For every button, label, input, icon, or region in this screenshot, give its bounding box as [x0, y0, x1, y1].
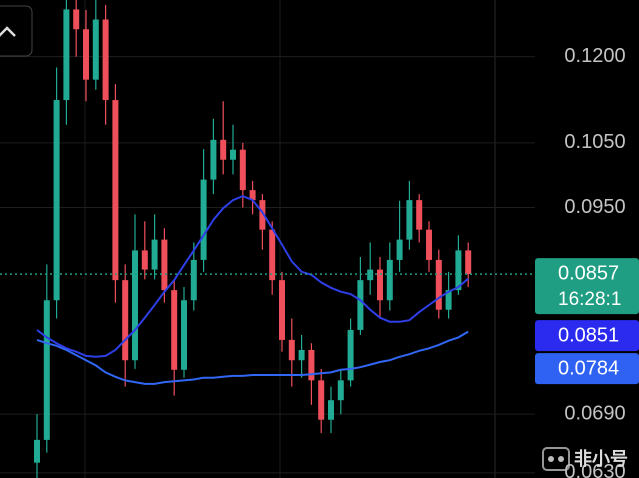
candle-body: [141, 250, 148, 270]
candle-body: [308, 349, 315, 381]
candle-body: [83, 29, 89, 80]
watermark-logo-dot: [558, 456, 564, 462]
candle-body: [53, 100, 60, 301]
candle-body: [73, 9, 80, 30]
candle-body: [318, 380, 325, 420]
candle-body: [298, 349, 305, 361]
last-price-box: [535, 258, 639, 315]
candle-body: [426, 229, 432, 260]
candle-body: [239, 149, 246, 191]
watermark-logo: [542, 447, 570, 471]
candle-body: [396, 239, 403, 260]
ma-value-box: [535, 353, 639, 385]
candle-body: [220, 139, 227, 160]
candle-body: [102, 19, 109, 101]
candle-body: [112, 100, 119, 281]
candle-body: [151, 239, 158, 270]
ma-value-box: [535, 320, 639, 352]
candle-body: [63, 9, 70, 101]
watermark: 非小号: [542, 447, 628, 471]
candle-body: [337, 380, 344, 401]
candle-body: [347, 329, 354, 381]
candle-body: [416, 200, 423, 230]
candle-body: [445, 290, 452, 310]
chevron-up-icon[interactable]: [0, 26, 16, 37]
collapse-button[interactable]: [0, 5, 33, 57]
candle-body: [200, 179, 207, 260]
ma-value-label: 0.0851: [558, 324, 619, 346]
candle-body: [279, 280, 285, 340]
candle-body: [122, 280, 129, 361]
last-price-label: 0.0857: [558, 262, 619, 284]
collapse-button-frame[interactable]: [0, 5, 33, 57]
candle-body: [230, 149, 236, 160]
candle-body: [43, 300, 50, 440]
countdown-label: 16:28:1: [558, 289, 621, 310]
candle-body: [161, 239, 168, 291]
moving-average-line: [36, 330, 469, 385]
moving-average-line: [36, 195, 469, 358]
candle-body: [181, 300, 187, 370]
grid: [0, 56, 535, 474]
candle-body: [406, 200, 413, 240]
candle-body: [249, 190, 256, 201]
candle-body: [269, 229, 276, 281]
candle-body: [259, 200, 266, 230]
y-tick-label: 0.1050: [564, 131, 625, 153]
candle-body: [132, 250, 138, 361]
ma-value-label: 0.0784: [558, 357, 619, 379]
candle-body: [465, 250, 472, 275]
candle-body: [357, 280, 364, 330]
candle-body: [210, 139, 217, 180]
candle-body: [386, 259, 393, 301]
candle-body: [455, 250, 462, 291]
candle-body: [190, 259, 197, 301]
candle-body: [171, 290, 178, 370]
candle-body: [367, 269, 374, 281]
candle-body: [92, 19, 99, 80]
watermark-text: 非小号: [574, 448, 628, 469]
candle-body: [328, 400, 334, 420]
candle-body: [377, 269, 383, 301]
candle-body: [435, 259, 442, 310]
plot-area: [0, 0, 535, 478]
y-tick-label: 0.0950: [564, 196, 625, 218]
candle-body: [288, 339, 295, 361]
candle-body: [34, 439, 40, 463]
y-tick-label: 0.1200: [564, 45, 625, 67]
y-tick-label: 0.0690: [564, 402, 625, 424]
y-tick-label: 0.0630: [564, 461, 625, 478]
watermark-logo-dot: [548, 456, 554, 462]
price-axis: 0.1200 0.1050 0.0950 0.0690 0.0630 0.0857 16:2…: [535, 45, 639, 478]
